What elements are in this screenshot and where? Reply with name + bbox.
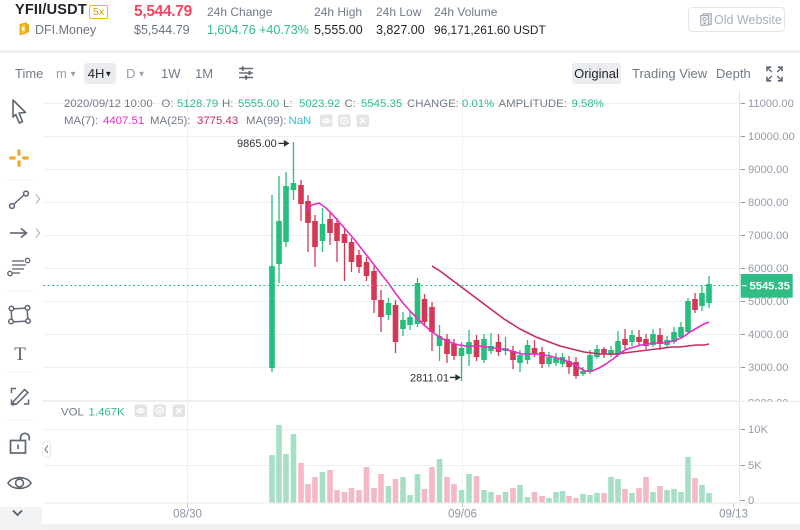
svg-text:7000.00: 7000.00	[748, 230, 788, 242]
svg-text:08/30: 08/30	[173, 509, 202, 521]
svg-text:2000.00: 2000.00	[748, 397, 788, 409]
svg-text:09/06: 09/06	[448, 509, 477, 521]
svg-text:6000.00: 6000.00	[748, 263, 788, 275]
svg-text:4000.00: 4000.00	[748, 329, 788, 341]
svg-text:5000.00: 5000.00	[748, 296, 788, 308]
svg-text:2811.01: 2811.01	[410, 373, 449, 385]
svg-text:10000.00: 10000.00	[748, 131, 795, 143]
svg-text:8000.00: 8000.00	[748, 197, 788, 209]
svg-text:09/13: 09/13	[719, 509, 748, 521]
svg-text:3000.00: 3000.00	[748, 362, 788, 374]
svg-text:T: T	[14, 344, 26, 365]
svg-text:9865.00: 9865.00	[237, 138, 277, 150]
svg-text:10K: 10K	[748, 424, 768, 436]
svg-text:11000.00: 11000.00	[748, 98, 794, 110]
svg-text:5K: 5K	[748, 460, 762, 472]
svg-text:9000.00: 9000.00	[748, 164, 788, 176]
svg-text:2020/09/12 10:00O:5128.79H:555: 2020/09/12 10:00 O: 5128.79 H: 5555.00 L: 5023…	[64, 98, 604, 110]
svg-text:5545.35: 5545.35	[750, 281, 790, 293]
svg-text:0: 0	[748, 495, 754, 507]
